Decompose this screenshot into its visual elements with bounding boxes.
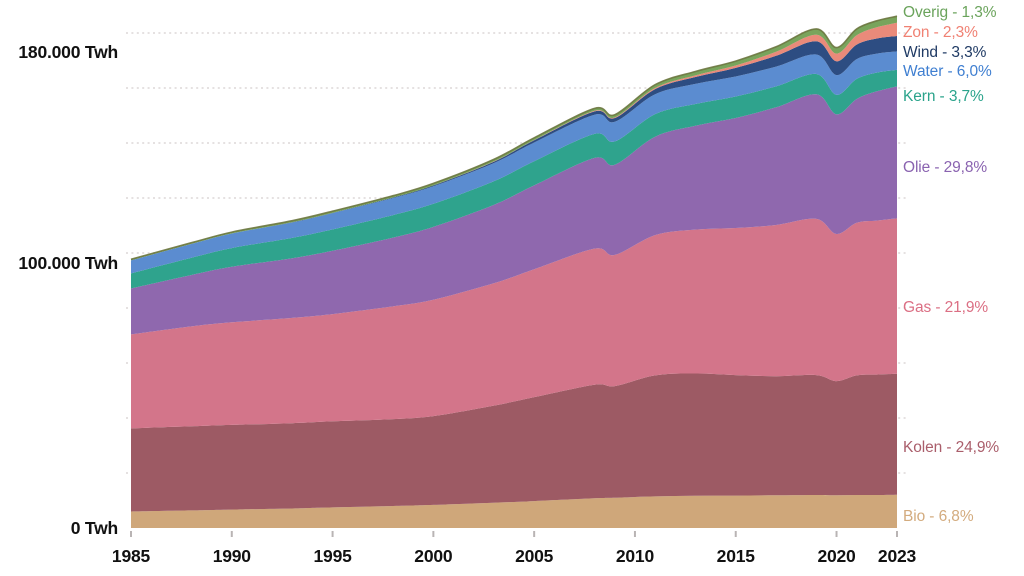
y-axis-label-100000: 100.000 Twh: [18, 253, 118, 273]
area-kolen: [131, 373, 897, 512]
legend-gas: Gas - 21,9%: [903, 299, 989, 316]
area-gas: [131, 218, 897, 429]
x-axis-label-2010: 2010: [615, 546, 654, 566]
y-axis-label-0: 0 Twh: [70, 518, 118, 538]
area-bio: [131, 494, 897, 528]
x-axis-label-2000: 2000: [414, 546, 453, 566]
area-water: [131, 51, 897, 274]
legend-olie: Olie - 29,8%: [903, 159, 988, 176]
legend-overig: Overig - 1,3%: [903, 4, 997, 21]
x-axis-label-2005: 2005: [515, 546, 554, 566]
legend-kolen: Kolen - 24,9%: [903, 439, 1000, 456]
legend-bio: Bio - 6,8%: [903, 508, 974, 525]
x-axis-label-1985: 1985: [111, 546, 151, 566]
area-kern: [131, 69, 897, 289]
area-olie: [131, 86, 897, 335]
legend-wind: Wind - 3,3%: [903, 44, 987, 61]
stack-top-edge: [130, 15, 898, 261]
x-axis-label-1995: 1995: [313, 546, 352, 566]
x-axis-label-1990: 1990: [212, 546, 251, 566]
y-axis-label-180000: 180.000 Twh: [18, 42, 118, 62]
legend-zon: Zon - 2,3%: [903, 24, 978, 41]
legend-kern: Kern - 3,7%: [903, 88, 984, 105]
legend-water: Water - 6,0%: [903, 63, 992, 80]
x-axis-label-2020: 2020: [817, 546, 856, 566]
x-axis-label-2015: 2015: [716, 546, 755, 566]
x-axis-label-2023: 2023: [877, 546, 917, 566]
